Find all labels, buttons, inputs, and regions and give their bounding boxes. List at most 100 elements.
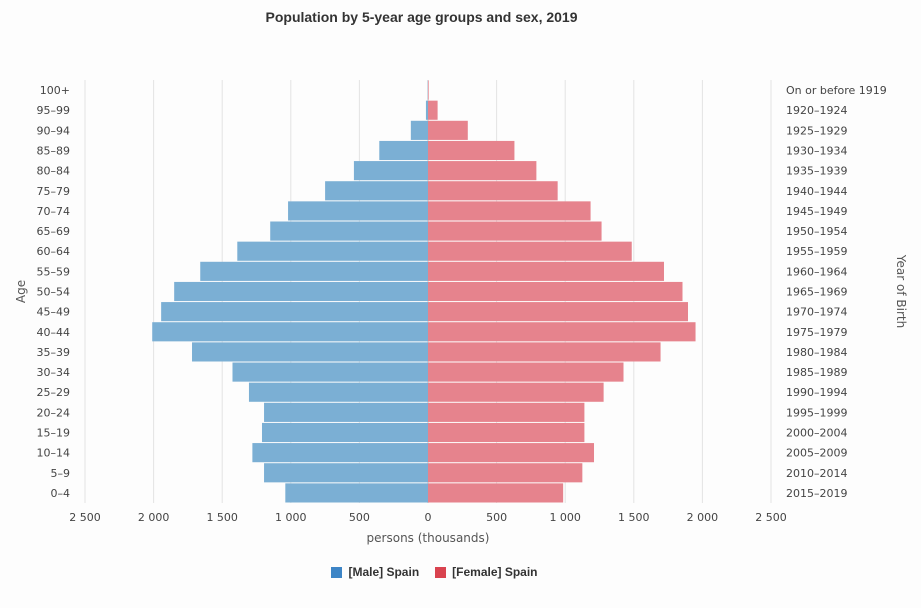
male-bar-45–49[interactable] bbox=[161, 302, 428, 322]
age-label: 15–19 bbox=[37, 427, 71, 440]
x-tick-label: 500 bbox=[486, 511, 507, 524]
male-bar-80–84[interactable] bbox=[353, 161, 428, 181]
age-label: 75–79 bbox=[37, 185, 71, 198]
male-bar-10–14[interactable] bbox=[252, 443, 428, 463]
y2-axis-title: Year of Birth bbox=[894, 254, 908, 328]
male-bar-65–69[interactable] bbox=[270, 221, 428, 241]
x-tick-label: 1 500 bbox=[618, 511, 650, 524]
female-bar-20–24[interactable] bbox=[428, 402, 585, 422]
x-tick-label: 2 500 bbox=[69, 511, 101, 524]
age-label: 40–44 bbox=[37, 326, 71, 339]
bars bbox=[152, 80, 696, 503]
female-bar-5–9[interactable] bbox=[428, 463, 583, 483]
female-bar-15–19[interactable] bbox=[428, 422, 585, 443]
legend-swatch-female bbox=[435, 566, 447, 578]
birth-year-label: On or before 1919 bbox=[786, 84, 887, 97]
legend-item-female[interactable]: [Female] Spain bbox=[435, 565, 538, 579]
age-label: 35–39 bbox=[37, 346, 71, 359]
female-bar-45–49[interactable] bbox=[428, 302, 688, 322]
age-label: 55–59 bbox=[37, 265, 71, 278]
legend-item-male[interactable]: [Male] Spain bbox=[331, 565, 419, 579]
birth-year-label: 1950–1954 bbox=[786, 225, 848, 238]
age-label: 90–94 bbox=[37, 124, 71, 137]
female-bar-80–84[interactable] bbox=[428, 161, 537, 181]
x-tick-label: 500 bbox=[349, 511, 370, 524]
male-bar-90–94[interactable] bbox=[410, 120, 428, 140]
female-bar-95–99[interactable] bbox=[428, 100, 438, 120]
x-tick-label: 0 bbox=[425, 511, 432, 524]
x-tick-label: 1 000 bbox=[549, 511, 581, 524]
age-label: 60–64 bbox=[37, 245, 71, 258]
legend-swatch-male bbox=[331, 566, 343, 578]
x-axis-title: persons (thousands) bbox=[367, 531, 490, 545]
legend-label-male: [Male] Spain bbox=[348, 565, 420, 579]
female-bar-0–4[interactable] bbox=[428, 483, 564, 503]
birth-year-label: 1960–1964 bbox=[786, 265, 848, 278]
x-tick-label: 2 000 bbox=[138, 511, 170, 524]
female-bar-60–64[interactable] bbox=[428, 241, 632, 261]
birth-year-label: 1970–1974 bbox=[786, 306, 848, 319]
chart-title: Population by 5-year age groups and sex,… bbox=[265, 9, 578, 25]
birth-year-label: 1930–1934 bbox=[786, 145, 848, 158]
female-bar-35–39[interactable] bbox=[428, 342, 661, 362]
birth-year-label: 1920–1924 bbox=[786, 104, 848, 117]
female-bar-55–59[interactable] bbox=[428, 261, 664, 281]
birth-year-label: 1935–1939 bbox=[786, 165, 848, 178]
birth-year-label: 1975–1979 bbox=[786, 326, 848, 339]
age-label: 25–29 bbox=[37, 386, 71, 399]
female-bar-100+[interactable] bbox=[428, 80, 429, 100]
female-bar-65–69[interactable] bbox=[428, 221, 602, 241]
male-bar-60–64[interactable] bbox=[237, 241, 428, 261]
female-bar-10–14[interactable] bbox=[428, 443, 595, 463]
male-bar-15–19[interactable] bbox=[261, 422, 428, 443]
male-bar-5–9[interactable] bbox=[264, 463, 428, 483]
age-label: 20–24 bbox=[37, 406, 71, 419]
age-label: 65–69 bbox=[37, 225, 71, 238]
male-bar-75–79[interactable] bbox=[325, 181, 428, 201]
age-label: 100+ bbox=[40, 84, 70, 97]
x-tick-label: 1 500 bbox=[206, 511, 238, 524]
age-label: 30–34 bbox=[37, 366, 71, 379]
male-bar-55–59[interactable] bbox=[200, 261, 428, 281]
male-bar-85–89[interactable] bbox=[379, 140, 428, 161]
male-bar-40–44[interactable] bbox=[152, 322, 428, 342]
age-label: 70–74 bbox=[37, 205, 71, 218]
age-label: 80–84 bbox=[37, 165, 71, 178]
x-tick-label: 2 000 bbox=[687, 511, 719, 524]
age-label: 45–49 bbox=[37, 306, 71, 319]
birth-year-label: 2005–2009 bbox=[786, 447, 848, 460]
y-axis-title: Age bbox=[14, 280, 28, 303]
age-label: 5–9 bbox=[51, 467, 71, 480]
age-label: 85–89 bbox=[37, 145, 71, 158]
male-bar-50–54[interactable] bbox=[174, 281, 428, 302]
tick-labels: 2 500 2 000 1 500 1 000 500 0 500 1 000 1 500 2 0… bbox=[37, 84, 887, 524]
birth-year-label: 1955–1959 bbox=[786, 245, 848, 258]
female-bar-40–44[interactable] bbox=[428, 322, 696, 342]
female-bar-25–29[interactable] bbox=[428, 382, 604, 402]
male-bar-35–39[interactable] bbox=[192, 342, 428, 362]
x-tick-label: 1 000 bbox=[275, 511, 307, 524]
age-label: 95–99 bbox=[37, 104, 71, 117]
age-label: 0–4 bbox=[51, 487, 71, 500]
birth-year-label: 1965–1969 bbox=[786, 286, 848, 299]
female-bar-30–34[interactable] bbox=[428, 362, 624, 382]
male-bar-70–74[interactable] bbox=[288, 201, 428, 221]
male-bar-0–4[interactable] bbox=[285, 483, 428, 503]
birth-year-label: 2015–2019 bbox=[786, 487, 848, 500]
male-bar-95–99[interactable] bbox=[425, 100, 428, 120]
x-tick-label: 2 500 bbox=[755, 511, 787, 524]
female-bar-50–54[interactable] bbox=[428, 281, 683, 302]
birth-year-label: 1940–1944 bbox=[786, 185, 848, 198]
male-bar-25–29[interactable] bbox=[248, 382, 428, 402]
legend-label-female: [Female] Spain bbox=[452, 565, 538, 579]
female-bar-70–74[interactable] bbox=[428, 201, 591, 221]
female-bar-90–94[interactable] bbox=[428, 120, 468, 140]
female-bar-85–89[interactable] bbox=[428, 140, 515, 161]
male-bar-30–34[interactable] bbox=[232, 362, 428, 382]
female-bar-75–79[interactable] bbox=[428, 181, 558, 201]
male-bar-20–24[interactable] bbox=[264, 402, 428, 422]
birth-year-label: 1925–1929 bbox=[786, 124, 848, 137]
birth-year-label: 1985–1989 bbox=[786, 366, 848, 379]
